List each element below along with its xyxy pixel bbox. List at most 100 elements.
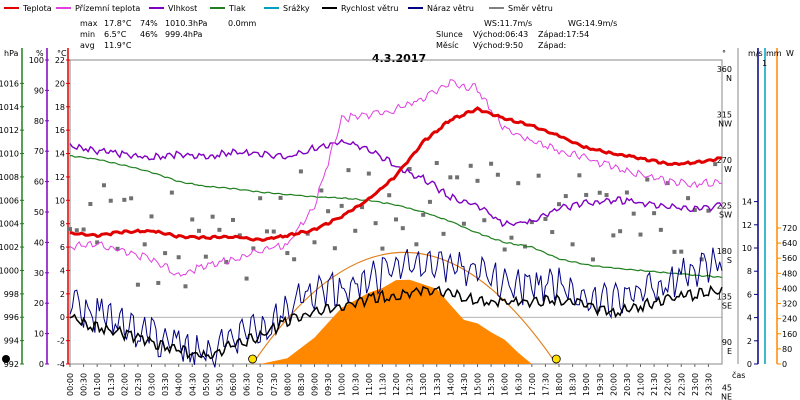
wind-tick-label: 2 [747, 337, 752, 346]
x-tick-label: 14:00 [446, 373, 455, 396]
x-tick-label: 07:30 [270, 373, 279, 396]
wind-direction-point [244, 276, 249, 281]
wind-direction-point [699, 257, 704, 262]
pressure-axis-label: 1002 [0, 243, 19, 252]
wind-direction-point [448, 175, 453, 180]
legend-label: Přízemní teplota [75, 4, 140, 13]
x-tick-label: 10:30 [351, 373, 360, 396]
wind-direction-point [203, 254, 208, 259]
wind-direction-point [292, 257, 297, 262]
wind-direction-point [686, 196, 691, 201]
wind-direction-point [638, 232, 643, 237]
wind-direction-point [380, 246, 385, 251]
unit-cas: čas [732, 370, 745, 380]
wind-direction-point [197, 228, 202, 233]
temperature-axis-label: 14 [55, 150, 65, 159]
wind-direction-point [427, 199, 432, 204]
x-tick-label: 20:00 [609, 373, 618, 396]
humidity-axis-label: 10 [34, 330, 44, 339]
x-tick-label: 11:00 [365, 373, 374, 396]
legend-label: Směr větru [508, 4, 553, 13]
wind-direction-point [326, 209, 331, 214]
wind-direction-point [482, 218, 487, 223]
wind-direction-point [509, 235, 514, 240]
wind-direction-point [400, 226, 405, 231]
wind-direction-point [570, 242, 575, 247]
wind-direction-point [149, 214, 154, 219]
wind-direction-point [224, 259, 229, 264]
wind-tick-label: 8 [747, 267, 752, 276]
x-tick-label: 21:30 [650, 373, 659, 396]
legend-label: Rychlost větru [341, 4, 398, 13]
temperature-axis-label: -4 [57, 360, 65, 369]
solar-tick-label: 640 [782, 239, 797, 248]
stats-avg-temp: 11.9°C [104, 41, 132, 50]
x-tick-label: 09:00 [311, 373, 320, 396]
wind-direction-point [360, 205, 365, 210]
direction-tick-deg: 90 [722, 338, 732, 347]
x-tick-label: 06:00 [229, 373, 238, 396]
x-tick-label: 09:30 [324, 373, 333, 396]
wind-direction-point [652, 211, 657, 216]
temperature-axis-label: 2 [60, 290, 65, 299]
temperature-line [69, 106, 723, 242]
x-tick-label: 08:30 [297, 373, 306, 396]
wind-direction-point [407, 166, 412, 171]
pressure-axis-label: 1010 [0, 150, 19, 159]
stats-min-temp: 6.5°C [104, 30, 127, 39]
x-tick-label: 16:00 [501, 373, 510, 396]
x-tick-label: 16:30 [514, 373, 523, 396]
wind-direction-point [339, 203, 344, 208]
stats-max-rain: 0.0mm [228, 19, 257, 28]
wind-gust-line [69, 247, 723, 368]
wind-direction-point [237, 233, 242, 238]
wind-direction-point [169, 190, 174, 195]
wind-direction-point [210, 214, 215, 219]
unit-degc: °C [57, 49, 67, 58]
stats-max-label: max [80, 19, 98, 28]
x-tick-label: 21:00 [637, 373, 646, 396]
humidity-axis-label: 70 [34, 147, 44, 156]
sun-path-arc [252, 251, 557, 365]
chart-title: 4.3.2017 [372, 52, 426, 65]
x-tick-label: 12:30 [406, 373, 415, 396]
pressure-axis-label: 992 [4, 360, 19, 369]
legend-label: Náraz větru [427, 4, 474, 13]
x-tick-label: 15:00 [474, 373, 483, 396]
x-tick-label: 22:30 [677, 373, 686, 396]
wind-speed-line [69, 284, 723, 360]
pressure-axis-label: 1014 [0, 103, 19, 112]
wind-tick-label: 12 [742, 221, 752, 230]
wind-direction-point [278, 195, 283, 200]
wind-direction-point [461, 221, 466, 226]
x-tick-label: 08:00 [283, 373, 292, 396]
x-tick-label: 19:00 [582, 373, 591, 396]
info-sun-rise: Východ:06:43 [473, 30, 528, 39]
wind-direction-point [645, 177, 650, 182]
x-tick-label: 02:00 [120, 373, 129, 396]
humidity-axis-label: 30 [34, 269, 44, 278]
x-tick-label: 10:00 [338, 373, 347, 396]
wind-direction-point [122, 197, 127, 202]
rain-top-label: 1 [762, 59, 767, 68]
pressure-axis-label: 998 [4, 290, 19, 299]
wind-direction-point [251, 246, 256, 251]
pressure-axis-label: 1004 [0, 220, 19, 229]
solar-tick-label: 560 [782, 254, 797, 263]
sunrise-marker [248, 354, 257, 364]
wind-direction-point [475, 178, 480, 183]
wind-direction-point [312, 240, 317, 245]
wind-direction-point [115, 246, 120, 251]
direction-tick-deg: 45 [722, 384, 732, 393]
direction-tick-card: SW [719, 211, 732, 220]
wind-tick-label: 10 [742, 244, 752, 253]
humidity-line [69, 138, 723, 228]
x-tick-label: 04:30 [188, 373, 197, 396]
wind-direction-point [373, 221, 378, 226]
humidity-axis-label: 100 [29, 56, 44, 65]
pressure-axis-label: 994 [4, 337, 19, 346]
pressure-axis-label: 1012 [0, 126, 19, 135]
pressure-axis-label: 1008 [0, 173, 19, 182]
x-tick-label: 20:30 [623, 373, 632, 396]
